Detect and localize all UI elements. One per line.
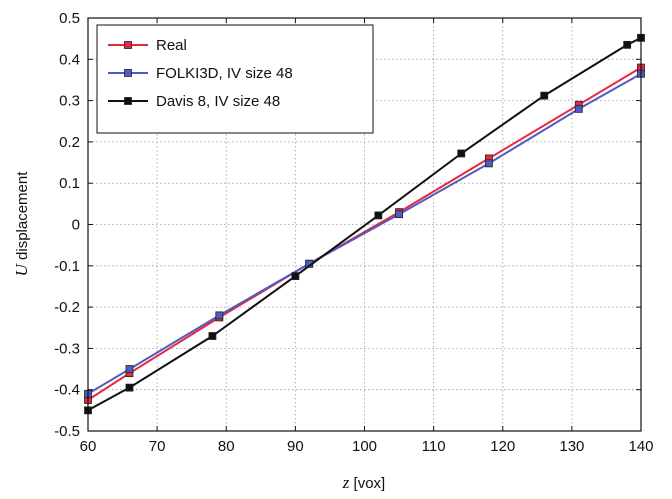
axis-ticks: [87, 17, 642, 432]
legend: Real FOLKI3D, IV size 48 Davis 8, IV size …: [96, 24, 374, 134]
data-point: [125, 383, 134, 392]
legend-item: FOLKI3D, IV size 48: [108, 65, 293, 82]
legend-label: FOLKI3D, IV size 48: [156, 65, 293, 82]
x-tick-label: 120: [490, 438, 515, 455]
series-line: [87, 72, 642, 395]
y-axis-label: U displacement: [12, 171, 31, 277]
data-point: [457, 149, 466, 158]
x-tick-label: 60: [80, 438, 97, 455]
x-tick-label: 140: [628, 438, 653, 455]
legend-item: Real: [108, 37, 187, 54]
x-tick-label: 100: [352, 438, 377, 455]
x-axis-label-unit: [vox]: [349, 475, 385, 492]
x-tick-label: 110: [422, 438, 446, 455]
x-tick-label: 80: [218, 438, 235, 455]
y-tick-label: -0.2: [54, 299, 80, 316]
data-point: [540, 91, 549, 100]
y-axis-label-rest: displacement: [14, 171, 31, 264]
y-tick-label: 0.3: [59, 93, 80, 110]
data-point: [291, 272, 300, 281]
legend-box: [96, 24, 374, 134]
data-point: [485, 159, 493, 168]
legend-label: Real: [156, 37, 187, 54]
data-point: [574, 104, 583, 113]
data-point: [374, 211, 383, 220]
x-tick-label: 90: [287, 438, 304, 455]
x-tick-labels: 60 70 80 90 100 110 120 130 140: [80, 438, 654, 455]
y-tick-label: 0.1: [59, 175, 80, 192]
data-point: [623, 40, 632, 49]
legend-swatch-marker: [124, 41, 132, 49]
y-axis-label-variable: U: [12, 262, 31, 276]
y-tick-label: 0.4: [59, 51, 80, 68]
y-tick-label: 0.5: [59, 10, 80, 27]
legend-label: Davis 8, IV size 48: [156, 93, 280, 110]
legend-swatch-marker: [124, 97, 132, 105]
series-lines: [84, 33, 645, 415]
y-tick-label: 0: [72, 217, 80, 234]
x-tick-label: 130: [559, 438, 584, 455]
y-tick-label: -0.3: [54, 340, 80, 357]
data-point: [125, 365, 134, 373]
data-point: [208, 332, 217, 340]
y-tick-labels: -0.5 -0.4 -0.3 -0.2 -0.1 0 0.1 0.2 0.3 0.4 0.5: [54, 10, 80, 440]
data-point: [395, 210, 403, 219]
x-axis-label: z [vox]: [342, 473, 385, 492]
y-tick-label: -0.5: [54, 423, 80, 440]
x-axis-label-variable: z: [342, 473, 350, 492]
x-tick-label: 70: [149, 438, 166, 455]
legend-swatch-marker: [124, 69, 132, 77]
data-point: [215, 311, 224, 320]
y-tick-label: 0.2: [59, 134, 80, 151]
legend-item: Davis 8, IV size 48: [108, 93, 280, 110]
y-tick-label: -0.4: [54, 382, 80, 399]
y-tick-label: -0.1: [54, 258, 80, 275]
